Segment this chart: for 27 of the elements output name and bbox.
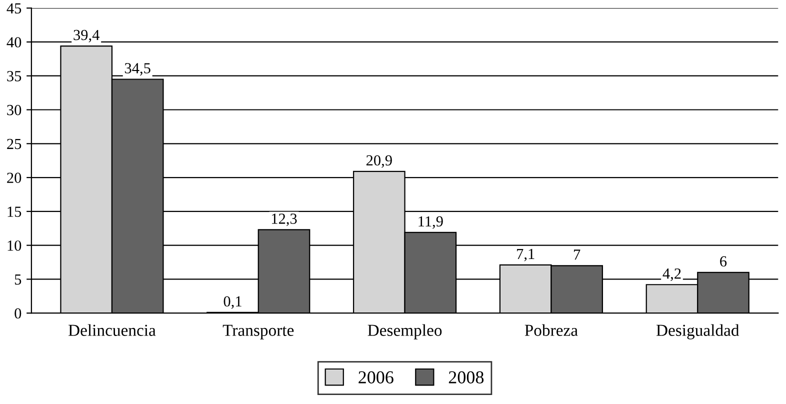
y-tick-label: 15: [8, 206, 22, 217]
y-tick-label: 0: [14, 308, 22, 319]
y-tick-label: 20: [7, 172, 22, 183]
y-tick-label: 45: [6, 3, 22, 14]
data-label: 39,4: [74, 30, 100, 42]
legend-label: 2008: [448, 371, 484, 384]
data-label: 7,1: [517, 248, 534, 262]
y-tick-label: 35: [7, 71, 22, 82]
y-tick-label: 40: [6, 37, 22, 48]
x-tick-label: Delincuencia: [68, 324, 156, 336]
data-label: 12,3: [272, 214, 297, 226]
y-tick-label: 10: [8, 240, 22, 251]
data-label: 20,9: [366, 155, 392, 168]
x-tick-label: Desigualdad: [656, 324, 740, 340]
y-tick-label: 5: [14, 274, 22, 285]
x-tick-label: Desempleo: [368, 324, 442, 340]
legend-label: 2006: [358, 371, 394, 384]
y-tick-label: 30: [7, 104, 22, 116]
x-tick-label: Pobreza: [524, 324, 578, 336]
data-label: 0,1: [224, 296, 242, 309]
x-tick-label: Transporte: [222, 324, 294, 340]
data-label: 4,2: [662, 268, 681, 281]
y-tick-label: 25: [7, 138, 22, 150]
data-label: 6: [720, 256, 727, 267]
data-label: 11,9: [418, 216, 443, 229]
data-label: 7: [574, 250, 580, 260]
data-label: 34,5: [124, 63, 150, 76]
